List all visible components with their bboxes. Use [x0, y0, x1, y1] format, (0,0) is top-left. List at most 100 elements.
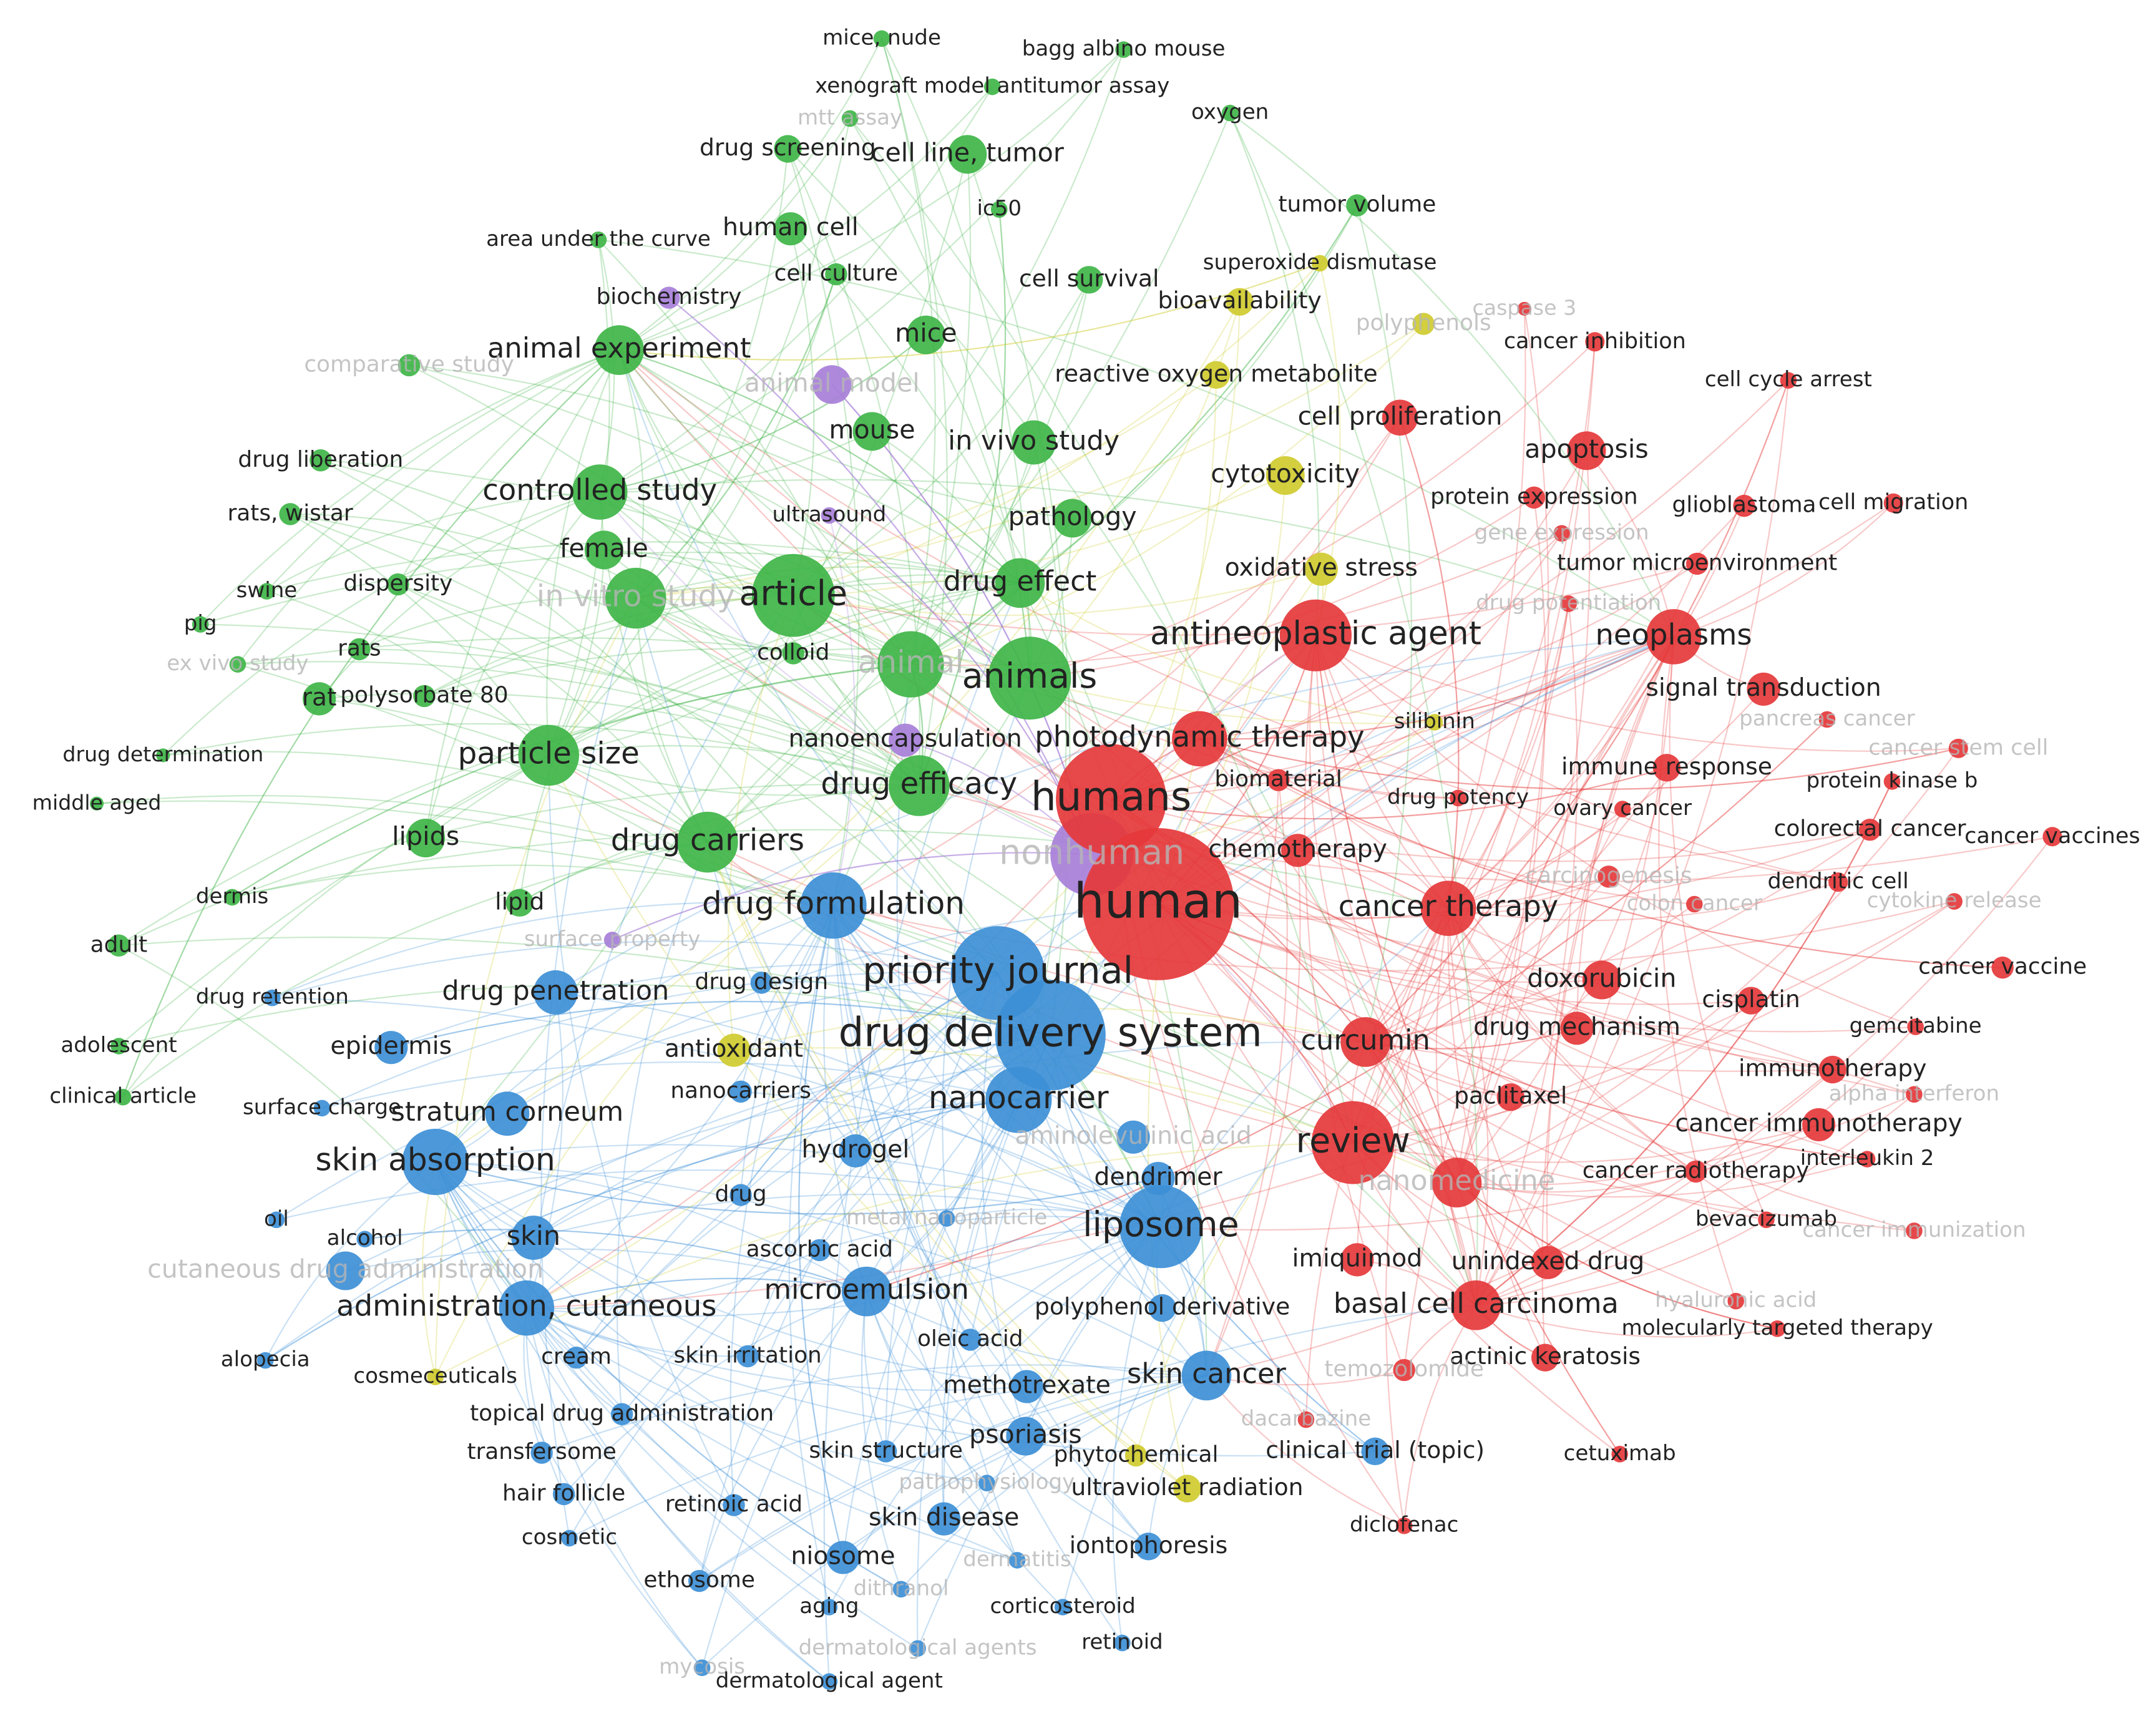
node-label: cell line, tumor — [871, 137, 1064, 167]
node-label: adult — [90, 932, 148, 957]
node-label: colorectal cancer — [1774, 816, 1966, 842]
edge — [1158, 533, 1563, 905]
edge — [276, 972, 998, 1221]
node-label: tumor microenvironment — [1557, 550, 1837, 575]
edge — [1448, 908, 1767, 1221]
edge — [1456, 748, 1959, 1184]
edge — [599, 334, 927, 493]
edge — [526, 1277, 867, 1309]
edge — [866, 719, 1828, 1292]
edge — [1111, 767, 1667, 820]
node-label: oleic acid — [917, 1326, 1023, 1352]
edge — [618, 86, 993, 351]
node — [1297, 1411, 1315, 1428]
edge — [1158, 904, 1868, 1160]
edge — [1352, 308, 1526, 1143]
edge — [1199, 738, 2003, 968]
node-label: cancer inhibition — [1504, 329, 1686, 354]
edge — [707, 280, 1090, 843]
nodes — [89, 30, 2062, 1690]
node — [310, 449, 332, 472]
node-label: drug determination — [62, 742, 263, 766]
edge — [707, 841, 1833, 1072]
edge — [1199, 738, 1449, 909]
node-label: skin — [507, 1221, 561, 1252]
edge — [842, 1099, 1020, 1558]
edge — [1456, 1000, 1752, 1184]
node-label: cutaneous drug administration — [147, 1254, 544, 1284]
node — [1075, 266, 1103, 294]
edge — [871, 431, 1021, 583]
node — [821, 1673, 838, 1690]
node — [800, 872, 867, 939]
node — [1597, 865, 1620, 888]
edge — [969, 635, 1317, 1340]
node-label: skin irritation — [674, 1342, 822, 1368]
edge — [1199, 738, 1695, 905]
edge — [232, 829, 1449, 909]
edge — [435, 301, 1241, 1163]
edge — [618, 349, 1021, 584]
edge — [618, 349, 1073, 519]
edge — [698, 1290, 867, 1581]
node — [107, 934, 130, 957]
node — [610, 1403, 633, 1425]
edge — [793, 568, 1322, 617]
node — [852, 412, 892, 451]
edge — [787, 148, 1477, 1306]
node-label: liposome — [1083, 1205, 1239, 1245]
edge — [740, 905, 834, 1196]
node — [413, 685, 436, 708]
edge — [1456, 497, 1546, 1183]
edge — [290, 513, 637, 599]
node — [1567, 431, 1606, 470]
node — [1818, 711, 1836, 728]
edge — [272, 940, 998, 999]
node-label: dithranol — [854, 1576, 949, 1601]
edge — [409, 364, 1030, 679]
node-label: hair follicle — [502, 1480, 625, 1506]
node — [1517, 301, 1531, 316]
node — [1948, 738, 1968, 758]
edge — [359, 648, 920, 787]
edge — [1157, 904, 1621, 1455]
edge — [828, 1226, 1162, 1608]
node-label: alopecia — [221, 1347, 310, 1372]
edge — [612, 852, 1092, 941]
node — [1008, 1552, 1026, 1569]
node-label: actinic keratosis — [1450, 1342, 1641, 1370]
node-label: administration, cutaneous — [336, 1289, 716, 1323]
node — [605, 567, 666, 629]
edge — [321, 971, 998, 1109]
node — [839, 1134, 872, 1168]
node — [511, 1216, 556, 1260]
node — [1883, 493, 1903, 513]
edge — [706, 842, 1137, 1456]
node-label: bioavailability — [1158, 286, 1321, 314]
node — [1585, 332, 1605, 352]
edge — [1448, 908, 1489, 1305]
edge — [425, 582, 1020, 839]
node-label: biochemistry — [596, 284, 741, 310]
node — [877, 631, 944, 698]
node — [782, 642, 804, 665]
node — [1172, 711, 1227, 767]
node — [594, 325, 645, 375]
labels: caspase 3 cancer inhibition cell cycle arr… — [32, 25, 2140, 1693]
node — [1907, 1018, 1924, 1035]
node — [603, 932, 621, 948]
edge — [1160, 780, 1279, 1227]
edge — [1456, 1171, 1696, 1193]
node-label: cancer vaccines — [1964, 824, 2140, 849]
edge — [1315, 635, 1916, 1028]
node-label: rats — [338, 635, 381, 661]
node-label: retinoic acid — [665, 1491, 802, 1517]
node-label: animals — [962, 656, 1098, 696]
edge — [832, 905, 971, 1340]
edge — [635, 374, 1217, 599]
node — [841, 1266, 892, 1317]
edge — [793, 263, 1320, 597]
node — [406, 818, 446, 857]
edge — [1206, 1369, 1405, 1386]
node — [841, 110, 859, 127]
